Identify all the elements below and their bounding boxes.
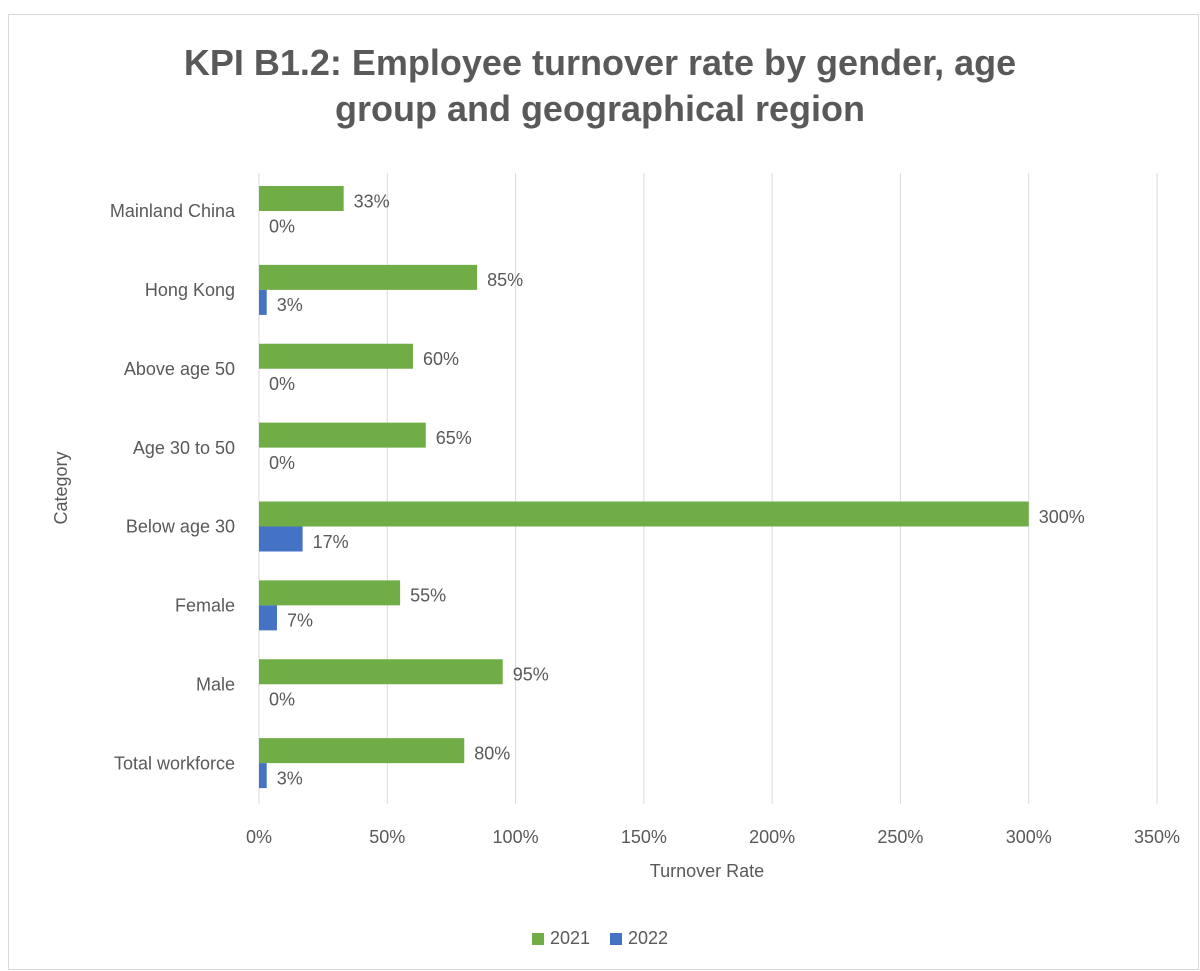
y-axis-title: Category: [51, 451, 71, 524]
x-tick-label: 250%: [877, 827, 923, 847]
value-label: 0%: [269, 690, 295, 710]
bar: [259, 738, 465, 764]
legend-item: 2021: [531, 928, 590, 949]
value-label: 95%: [513, 665, 549, 685]
value-label: 80%: [474, 743, 510, 763]
value-label: 300%: [1039, 507, 1085, 527]
x-tick-label: 150%: [621, 827, 667, 847]
y-tick-label: Below age 30: [126, 517, 235, 537]
value-label: 17%: [313, 532, 349, 552]
x-tick-label: 0%: [246, 827, 272, 847]
value-label: 7%: [287, 611, 313, 631]
y-tick-label: Mainland China: [110, 201, 236, 221]
bar: [259, 501, 1029, 527]
value-label: 33%: [354, 191, 390, 211]
y-tick-label: Hong Kong: [145, 280, 235, 300]
value-label: 60%: [423, 349, 459, 369]
chart-title: KPI B1.2: Employee turnover rate by gend…: [183, 42, 1017, 129]
y-tick-label: Male: [196, 674, 235, 694]
y-tick-label: Total workforce: [114, 753, 235, 773]
bar: [259, 763, 267, 789]
bar: [259, 605, 277, 631]
legend-label: 2021: [549, 928, 590, 948]
bar: [259, 186, 344, 211]
value-label: 0%: [269, 374, 295, 394]
bar: [259, 580, 401, 606]
legend: 2021 2022: [0, 928, 1200, 949]
value-label: 55%: [410, 586, 446, 606]
legend-label: 2022: [628, 928, 669, 948]
legend-item: 2022: [610, 928, 668, 949]
value-label: 3%: [277, 295, 303, 315]
value-label: 85%: [487, 270, 523, 290]
chart-border: [8, 14, 1199, 970]
y-tick-label: Age 30 to 50: [133, 438, 235, 458]
bar: [259, 422, 426, 448]
x-tick-label: 300%: [1006, 827, 1052, 847]
bar: [259, 659, 503, 685]
bar: [259, 526, 303, 552]
x-tick-label: 50%: [369, 827, 405, 847]
value-label: 3%: [277, 768, 303, 788]
x-axis-title: Turnover Rate: [650, 861, 764, 881]
legend-swatch: [610, 932, 622, 945]
bar: [259, 264, 478, 290]
bar: [259, 289, 267, 315]
value-label: 0%: [269, 453, 295, 473]
value-label: 0%: [269, 216, 295, 236]
legend-swatch: [531, 932, 544, 945]
value-label: 65%: [436, 428, 472, 448]
bar: [259, 343, 413, 369]
y-tick-label: Above age 50: [124, 359, 235, 379]
x-tick-label: 200%: [749, 827, 795, 847]
y-tick-label: Female: [175, 596, 235, 616]
x-tick-label: 100%: [493, 827, 539, 847]
x-tick-label: 350%: [1134, 827, 1180, 847]
